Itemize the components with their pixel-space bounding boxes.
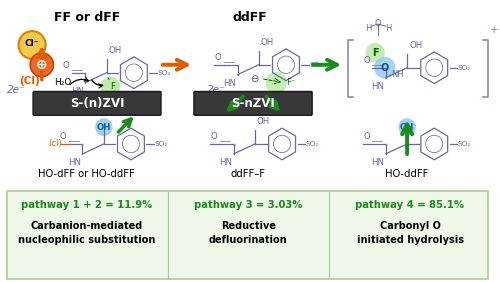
Text: Reductive
defluorination: Reductive defluorination [209,221,288,245]
Text: S-(n)ZVI: S-(n)ZVI [70,97,124,110]
Text: HN: HN [372,81,384,91]
Text: O: O [60,132,66,141]
Text: O: O [374,19,382,28]
Text: O: O [380,63,389,73]
Circle shape [95,118,112,136]
Text: OH: OH [96,123,111,132]
Text: O: O [363,132,370,141]
Text: Carbonyl O
initiated hydrolysis: Carbonyl O initiated hydrolysis [356,221,464,245]
Text: NH: NH [391,70,404,79]
Circle shape [366,43,385,63]
Text: S-nZVI: S-nZVI [231,97,275,110]
Text: SO₂: SO₂ [458,141,470,147]
Circle shape [266,72,287,93]
Text: FF or dFF: FF or dFF [54,11,120,24]
Text: ⊖: ⊖ [250,74,258,84]
Text: OH: OH [261,38,274,47]
Text: HN: HN [68,158,81,167]
Text: F: F [372,48,378,58]
Text: (cl): (cl) [48,140,62,148]
Text: O: O [62,61,70,70]
FancyBboxPatch shape [7,191,488,279]
Text: HN: HN [224,79,236,88]
Text: (Cl): (Cl) [19,76,40,86]
Text: SO₂: SO₂ [306,141,318,147]
FancyBboxPatch shape [194,91,312,115]
Text: H₂O: H₂O [54,78,72,87]
Text: +: + [490,25,499,35]
Text: O: O [363,56,370,65]
Text: SO₂: SO₂ [157,70,170,76]
FancyBboxPatch shape [33,91,161,115]
Text: pathway 1 + 2 = 11.9%: pathway 1 + 2 = 11.9% [20,200,152,210]
Text: ddFF: ddFF [233,11,268,24]
Circle shape [374,57,396,79]
Text: SO₂: SO₂ [309,62,322,68]
Text: pathway 3 = 3.03%: pathway 3 = 3.03% [194,200,302,210]
Text: HO-ddFF: HO-ddFF [386,169,429,179]
Text: HN: HN [372,158,384,167]
Circle shape [398,118,416,136]
Text: F⁻: F⁻ [286,78,296,87]
Text: 2e⁻: 2e⁻ [207,85,226,94]
Text: SO₂: SO₂ [458,65,470,71]
Text: Carbanion-mediated
nucleophilic substitution: Carbanion-mediated nucleophilic substitu… [18,221,155,245]
Circle shape [18,31,46,59]
Text: OH: OH [257,117,270,126]
Text: ⊕: ⊕ [36,58,48,72]
Text: O: O [215,53,222,62]
Text: O: O [211,132,218,141]
Circle shape [30,53,54,77]
Text: pathway 4 = 85.1%: pathway 4 = 85.1% [356,200,465,210]
Text: HN: HN [71,87,84,96]
Text: Cl⁻: Cl⁻ [25,39,40,49]
Text: ddFF–F: ddFF–F [230,169,266,179]
Circle shape [101,77,120,96]
Text: OH: OH [108,46,122,55]
Text: SO₂: SO₂ [154,141,168,147]
Text: HN: HN [220,158,232,167]
Text: H: H [365,24,372,33]
Text: OH: OH [400,123,414,132]
Text: 2e⁻: 2e⁻ [8,85,26,94]
Text: H: H [386,24,392,33]
Text: F: F [110,82,115,91]
Text: HO-dFF or HO-ddFF: HO-dFF or HO-ddFF [38,169,134,179]
Text: OH: OH [409,41,422,50]
